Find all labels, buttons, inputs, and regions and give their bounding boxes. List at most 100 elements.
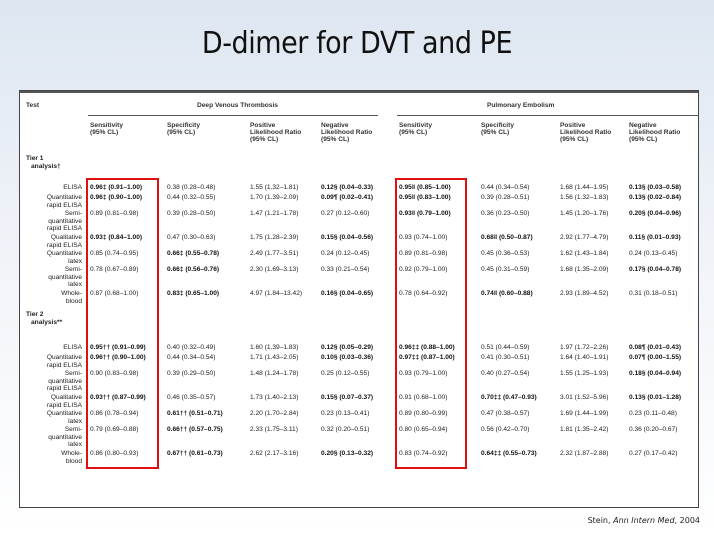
cell-pe-0: 0.95‖ (0.85–1.00)	[399, 184, 451, 191]
cell-pe-1: 0.47 (0.38–0.57)	[481, 410, 530, 417]
cell-dvt-3: 0.12§ (0.05–0.29)	[321, 344, 374, 351]
row-test-name: Quantitative	[46, 194, 82, 201]
row-test-name: ELISA	[63, 184, 82, 191]
cell-dvt-3: 0.23 (0.13–0.41)	[321, 410, 370, 417]
row-test-name: Quantitative	[46, 410, 82, 417]
cell-pe-0: 0.97‡‡ (0.87–1.00)	[399, 354, 455, 361]
cell-dvt-2: 1.47 (1.21–1.78)	[250, 210, 299, 217]
row-test-name: Qualitative	[50, 234, 82, 241]
cell-dvt-1: 0.44 (0.34–0.54)	[167, 354, 216, 361]
row-test-name: latex	[68, 257, 82, 265]
column-header-pe-1: (95% CL)	[481, 129, 510, 136]
citation: Stein, Ann Intern Med, 2004	[588, 516, 700, 525]
column-header-pe-2: Positive	[560, 122, 586, 129]
cell-dvt-3: 0.33 (0.21–0.54)	[321, 266, 370, 273]
cell-pe-1: 0.36 (0.23–0.50)	[481, 210, 530, 217]
cell-pe-3: 0.13§ (0.03–0.58)	[629, 184, 682, 191]
column-header-pe-3: Negative	[629, 122, 657, 129]
cell-pe-2: 1.62 (1.43–1.84)	[560, 250, 609, 257]
cell-dvt-2: 2.20 (1.70–2.84)	[250, 410, 299, 417]
column-header-pe-3: Likelihood Ratio	[629, 129, 681, 136]
cell-dvt-3: 0.25 (0.12–0.55)	[321, 370, 370, 377]
cell-pe-0: 0.93 (0.74–1.00)	[399, 234, 448, 241]
cell-pe-0: 0.91 (0.68–1.00)	[399, 394, 448, 401]
cell-pe-2: 2.92 (1.77–4.79)	[560, 234, 609, 241]
cell-pe-1: 0.44 (0.34–0.54)	[481, 184, 530, 191]
cell-pe-3: 0.36 (0.20–0.67)	[629, 426, 678, 433]
cell-pe-0: 0.80 (0.65–0.94)	[399, 426, 448, 433]
cell-dvt-0: 0.90 (0.83–0.98)	[90, 370, 139, 377]
cell-pe-0: 0.78 (0.64–0.92)	[399, 290, 448, 297]
cell-dvt-1: 0.66‡ (0.55–0.78)	[167, 250, 220, 257]
cell-dvt-3: 0.12§ (0.04–0.33)	[321, 184, 374, 191]
cell-dvt-3: 0.15§ (0.07–0.37)	[321, 394, 374, 401]
cell-pe-2: 1.81 (1.35–2.42)	[560, 426, 609, 433]
cell-pe-1: 0.64‡‡ (0.55–0.73)	[481, 450, 537, 457]
d-dimer-table: Test Deep Venous Thrombosis Pulmonary Embo…	[19, 90, 699, 508]
cell-pe-3: 0.23 (0.11–0.48)	[629, 410, 677, 417]
column-header-dvt-2: Likelihood Ratio	[250, 129, 302, 136]
cell-dvt-2: 1.48 (1.24–1.78)	[250, 370, 299, 377]
cell-dvt-2: 2.49 (1.77–3.51)	[250, 250, 299, 257]
cell-pe-1: 0.40 (0.27–0.54)	[481, 370, 530, 377]
row-test-name: quantitative	[48, 217, 82, 225]
cell-pe-1: 0.68‖ (0.50–0.87)	[481, 234, 533, 241]
tier1-label: Tier 1	[26, 155, 44, 162]
cell-pe-3: 0.17§ (0.04–0.78)	[629, 266, 682, 273]
row-test-name: Semi-	[64, 266, 82, 273]
cell-pe-2: 1.97 (1.72–2.26)	[560, 344, 609, 351]
column-header-pe-2: (95% CL)	[560, 136, 589, 143]
row-test-name: quantitative	[48, 273, 82, 281]
cell-dvt-1: 0.44 (0.32–0.55)	[167, 194, 216, 201]
cell-dvt-2: 1.73 (1.40–2.13)	[250, 394, 299, 401]
row-test-name: latex	[68, 281, 82, 289]
column-header-pe-1: Specificity	[481, 122, 514, 129]
citation-year: , 2004	[674, 516, 700, 525]
cell-pe-2: 2.32 (1.87–2.88)	[560, 450, 609, 457]
row-test-name: blood	[65, 297, 82, 305]
cell-dvt-1: 0.83‡ (0.65–1.00)	[167, 290, 220, 297]
row-test-name: rapid ELISA	[46, 401, 82, 409]
cell-pe-2: 1.56 (1.32–1.83)	[560, 194, 609, 201]
pe-header-rule	[397, 115, 699, 116]
citation-author: Stein,	[587, 516, 611, 525]
cell-dvt-0: 0.96‡ (0.91–1.00)	[90, 184, 143, 191]
cell-pe-2: 3.01 (1.52–5.96)	[560, 394, 609, 401]
cell-dvt-2: 4.97 (1.84–13.42)	[250, 290, 303, 297]
row-test-name: Quantitative	[46, 250, 82, 257]
column-header-pe-2: Likelihood Ratio	[560, 129, 612, 136]
cell-dvt-3: 0.24 (0.12–0.45)	[321, 250, 370, 257]
cell-dvt-1: 0.66‡ (0.56–0.76)	[167, 266, 220, 273]
cell-dvt-2: 2.30 (1.69–3.13)	[250, 266, 299, 273]
row-test-name: latex	[68, 417, 82, 425]
cell-dvt-1: 0.39 (0.29–0.50)	[167, 370, 216, 377]
cell-dvt-2: 1.75 (1.28–2.39)	[250, 234, 299, 241]
cell-dvt-0: 0.86 (0.78–0.94)	[90, 410, 139, 417]
column-header-pe-0: Sensitivity	[399, 122, 432, 129]
cell-dvt-0: 0.93‡ (0.84–1.00)	[90, 234, 143, 241]
cell-dvt-3: 0.20§ (0.13–0.32)	[321, 450, 374, 457]
cell-dvt-0: 0.85 (0.74–0.95)	[90, 250, 139, 257]
tier2-label: analysis**	[31, 319, 63, 326]
group-header-pe: Pulmonary Embolism	[487, 102, 555, 109]
column-header-dvt-3: Likelihood Ratio	[321, 129, 373, 136]
cell-dvt-2: 1.70 (1.39–2.09)	[250, 194, 299, 201]
cell-dvt-0: 0.87 (0.68–1.00)	[90, 290, 139, 297]
row-test-name: Semi-	[64, 210, 82, 217]
cell-dvt-1: 0.67†† (0.61–0.73)	[167, 450, 223, 457]
highlight-box-pe-sensitivity	[395, 178, 467, 469]
cell-pe-0: 0.96‡‡ (0.88–1.00)	[399, 344, 455, 351]
cell-pe-2: 1.45 (1.20–1.76)	[560, 210, 609, 217]
cell-pe-3: 0.08¶ (0.01–0.43)	[629, 344, 682, 351]
cell-pe-0: 0.89 (0.81–0.98)	[399, 250, 448, 257]
cell-dvt-0: 0.79 (0.69–0.88)	[90, 426, 139, 433]
column-header-dvt-1: (95% CL)	[167, 129, 196, 136]
cell-dvt-0: 0.96‡ (0.90–1.00)	[90, 194, 143, 201]
cell-dvt-1: 0.40 (0.32–0.49)	[167, 344, 216, 351]
cell-pe-1: 0.39 (0.28–0.51)	[481, 194, 530, 201]
cell-pe-3: 0.11§ (0.01–0.93)	[629, 234, 681, 241]
tier1-label: analysis†	[31, 163, 61, 170]
column-header-pe-3: (95% CL)	[629, 136, 658, 143]
cell-pe-2: 1.55 (1.25–1.93)	[560, 370, 609, 377]
cell-pe-1: 0.51 (0.44–0.59)	[481, 344, 530, 351]
